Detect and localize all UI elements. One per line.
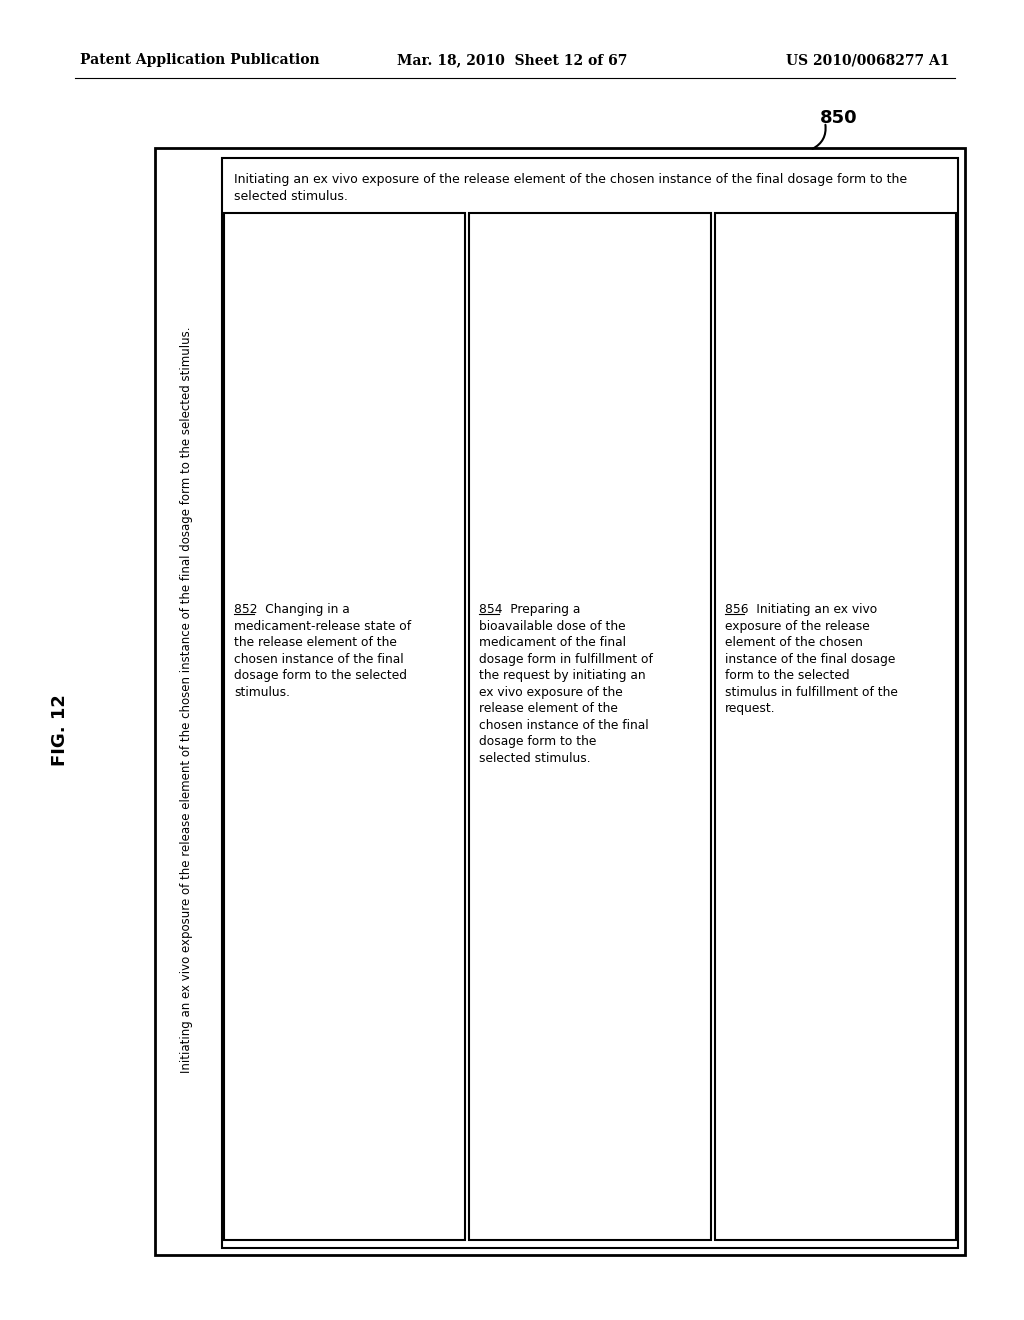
Text: stimulus.: stimulus.	[234, 686, 290, 698]
Text: stimulus in fulfillment of the: stimulus in fulfillment of the	[725, 686, 898, 698]
Text: FIG. 12: FIG. 12	[51, 694, 69, 766]
Text: 850: 850	[820, 110, 858, 127]
Bar	[222, 158, 958, 1247]
Text: selected stimulus.: selected stimulus.	[234, 190, 348, 203]
Text: instance of the final dosage: instance of the final dosage	[725, 653, 895, 665]
Text: Initiating an ex vivo exposure of the release element of the chosen instance of : Initiating an ex vivo exposure of the re…	[234, 173, 907, 186]
Text: exposure of the release: exposure of the release	[725, 620, 869, 632]
Text: 856  Initiating an ex vivo: 856 Initiating an ex vivo	[725, 603, 877, 616]
Text: chosen instance of the final: chosen instance of the final	[234, 653, 403, 665]
Bar	[715, 213, 956, 1239]
Text: element of the chosen: element of the chosen	[725, 636, 862, 649]
Text: chosen instance of the final: chosen instance of the final	[479, 719, 649, 731]
Bar	[155, 148, 965, 1255]
Text: Initiating an ex vivo exposure of the release element of the chosen instance of : Initiating an ex vivo exposure of the re…	[180, 327, 194, 1073]
Text: dosage form to the: dosage form to the	[479, 735, 597, 748]
Bar	[469, 213, 711, 1239]
Bar	[224, 213, 465, 1239]
Text: request.: request.	[725, 702, 775, 715]
Text: medicament-release state of: medicament-release state of	[234, 620, 411, 632]
Text: Mar. 18, 2010  Sheet 12 of 67: Mar. 18, 2010 Sheet 12 of 67	[397, 53, 627, 67]
Text: the release element of the: the release element of the	[234, 636, 397, 649]
Text: dosage form to the selected: dosage form to the selected	[234, 669, 407, 682]
Text: bioavailable dose of the: bioavailable dose of the	[479, 620, 626, 632]
Text: release element of the: release element of the	[479, 702, 618, 715]
Text: medicament of the final: medicament of the final	[479, 636, 627, 649]
Text: 852  Changing in a: 852 Changing in a	[234, 603, 350, 616]
Text: US 2010/0068277 A1: US 2010/0068277 A1	[786, 53, 950, 67]
Text: dosage form in fulfillment of: dosage form in fulfillment of	[479, 653, 653, 665]
Text: selected stimulus.: selected stimulus.	[479, 752, 591, 764]
Text: 854  Preparing a: 854 Preparing a	[479, 603, 581, 616]
Text: form to the selected: form to the selected	[725, 669, 849, 682]
Text: Patent Application Publication: Patent Application Publication	[80, 53, 319, 67]
Text: the request by initiating an: the request by initiating an	[479, 669, 646, 682]
Text: ex vivo exposure of the: ex vivo exposure of the	[479, 686, 623, 698]
